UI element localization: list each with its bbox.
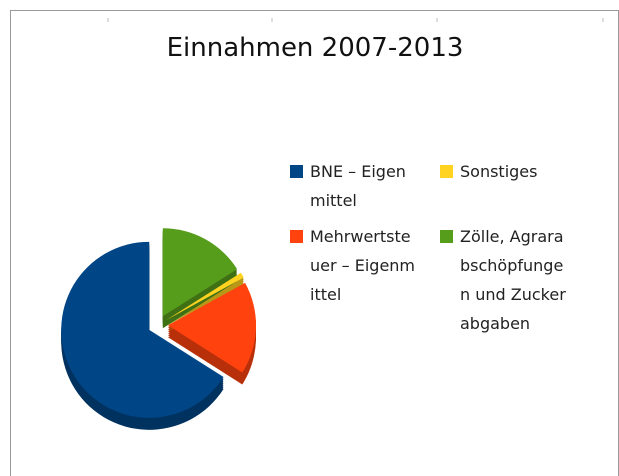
legend-label: Sonstiges: [460, 162, 538, 181]
pie-slice: [61, 241, 224, 418]
pie-slice: [168, 282, 256, 373]
legend-swatch: [440, 165, 453, 178]
legend-swatch: [440, 230, 453, 243]
legend-swatch: [290, 230, 303, 243]
pie-slice: [166, 272, 244, 320]
frame-ticks: [107, 18, 604, 22]
legend-label: BNE – Eigenmittel: [310, 162, 406, 210]
legend-label: Mehrwertsteuer – Eigenmittel: [310, 227, 416, 304]
legend-label: Zölle, Agrarabschöpfungen und Zuckerabga…: [460, 227, 566, 333]
pie-slice: [162, 228, 238, 317]
chart-title: Einnahmen 2007-2013: [167, 33, 464, 63]
legend-swatch: [290, 165, 303, 178]
